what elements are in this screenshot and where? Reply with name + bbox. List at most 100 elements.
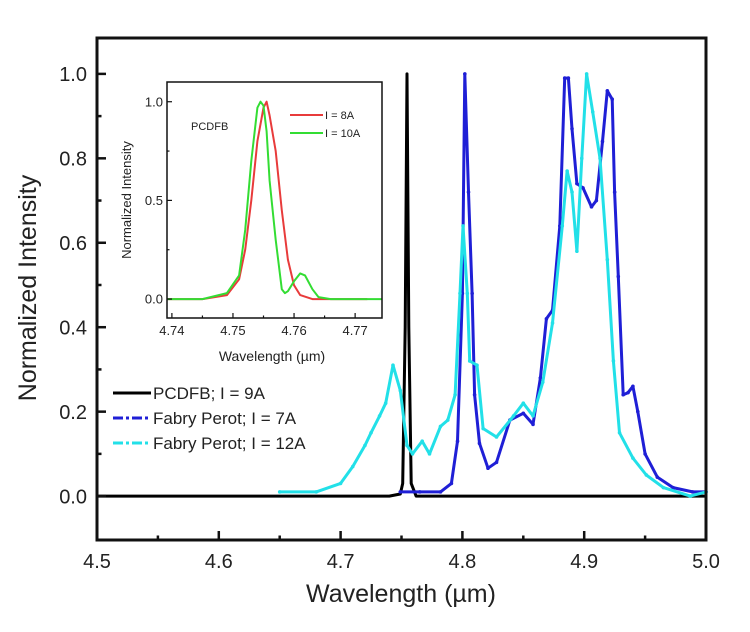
main-series-2-point [631, 456, 635, 460]
main-series-2-point [521, 401, 526, 406]
main-series-2-point [427, 452, 432, 456]
main-series-2-point [481, 426, 485, 431]
inset-series-line-1 [167, 100, 382, 301]
main-series-2-point [445, 418, 450, 422]
main-series-2-point [475, 363, 479, 368]
main-series-1-point [643, 452, 647, 456]
main-series-2-point [398, 388, 403, 393]
main-x-tick-label: 4.8 [448, 551, 476, 573]
legend-label-0: PCDFB; I = 9A [153, 384, 266, 403]
inset-plot: 4.74 4.75 4.76 4.77 0.0 0.5 1.0 [145, 81, 383, 338]
main-series-1-point [690, 490, 695, 494]
main-series-2-point [350, 464, 355, 469]
inset-annotation: PCDFB [191, 121, 228, 133]
main-series-1-point [631, 384, 635, 389]
legend-label-1: Fabry Perot; I = 7A [153, 409, 297, 428]
main-series-1-point [521, 411, 526, 416]
main-series-2-point [383, 401, 388, 406]
main-y-tick-label: 0.4 [59, 317, 87, 339]
main-series-2-point [391, 363, 395, 368]
main-series-1-point [477, 441, 482, 446]
main-series-1-point [610, 97, 615, 102]
main-series-2-point [420, 439, 425, 444]
main-series-1-point [600, 139, 605, 144]
main-series-2-point [405, 443, 409, 448]
main-series-1-point [594, 198, 599, 203]
main-series-2-point [511, 414, 516, 418]
main-y-axis-label: Normalized Intensity [14, 174, 42, 401]
main-x-axis-label: Wavelength (µm) [306, 580, 496, 608]
main-series-1-point [581, 186, 585, 190]
main-series-1-point [671, 485, 675, 490]
main-series-2-point [598, 156, 602, 161]
main-series-2-point [617, 430, 622, 435]
main-series-1-point [612, 190, 617, 194]
main-series-2-point [494, 435, 499, 439]
main-series-2-point [590, 110, 595, 114]
main-series-1-point [466, 190, 471, 194]
main-series-line-0 [97, 72, 706, 498]
main-series-2-point [338, 481, 343, 486]
inset-x-axis-label: Wavelength (µm) [219, 348, 325, 364]
main-series-2-point [363, 443, 367, 448]
main-series-1-point [544, 316, 549, 321]
main-series-1-point [655, 475, 660, 479]
main-series-1-point [417, 490, 422, 494]
main-series-2-point [565, 169, 569, 173]
inset-y-tick-label: 0.5 [145, 193, 163, 208]
main-series-1-point [449, 481, 454, 486]
main-series-2-point [540, 380, 545, 384]
main-y-tick-label: 0.2 [59, 402, 87, 424]
main-series-2-point [560, 224, 565, 228]
main-series-1-point [605, 88, 610, 93]
main-series-1-point [486, 466, 490, 471]
main-series-1-point [472, 392, 477, 397]
main-series-1-point [398, 490, 403, 494]
main-legend: PCDFB; I = 9A Fabry Perot; I = 7A Fabry … [113, 384, 306, 453]
main-series-1-point [570, 126, 574, 131]
main-series-2-point [314, 490, 319, 494]
main-series-1-point [589, 205, 594, 209]
main-x-tick-label: 5.0 [692, 551, 720, 573]
main-x-tick-label: 4.5 [83, 551, 111, 573]
main-series-1-point [463, 72, 467, 76]
main-series-1-point [562, 76, 567, 80]
inset-y-tick-label: 1.0 [145, 94, 163, 109]
main-series-line-1 [400, 72, 706, 494]
legend-label-2: Fabry Perot; I = 12A [153, 434, 306, 453]
main-series-2-point [467, 359, 472, 363]
inset-y-tick-label: 0.0 [145, 292, 163, 307]
main-series-2-point [570, 190, 574, 194]
inset-legend: I = 8A I = 10A [290, 110, 361, 140]
main-series-2-point [369, 430, 373, 435]
main-series-2-point [465, 291, 470, 296]
main-series-2-point [458, 291, 462, 296]
inset-y-axis-label: Normalized Intensity [119, 141, 134, 259]
main-plot: 4.5 4.6 4.7 4.8 4.9 5.0 0.0 0.2 0.4 0.6 0.8 1.0 [59, 36, 720, 573]
main-series-1-point [575, 181, 579, 186]
main-series-2-point [611, 359, 616, 363]
main-series-1-point [531, 422, 535, 427]
main-series-2-point [579, 156, 584, 161]
main-series-1-point [438, 490, 443, 494]
main-y-tick-label: 0.8 [59, 149, 87, 171]
inset-legend-label-1: I = 10A [325, 128, 361, 140]
main-series-1-point [566, 76, 571, 80]
main-series-1-point [626, 390, 630, 395]
main-series-2-point [575, 249, 579, 254]
main-series-1-point [494, 460, 499, 465]
inset-x-tick-label: 4.76 [281, 323, 306, 338]
main-series-1-point [621, 392, 625, 397]
inset-series-line-0 [167, 100, 368, 301]
main-series-2-point [688, 494, 692, 498]
main-series-2-point [377, 414, 382, 418]
main-series-1-point [538, 376, 543, 380]
main-series-2-point [410, 452, 415, 456]
main-series-2-point [453, 392, 457, 397]
main-series-2-point [605, 257, 610, 262]
main-y-tick-label: 0.6 [59, 233, 87, 255]
main-x-tick-label: 4.6 [205, 551, 233, 573]
main-series-1-point [455, 439, 460, 444]
main-x-tick-label: 4.7 [327, 551, 355, 573]
main-series-2-point [277, 490, 282, 494]
